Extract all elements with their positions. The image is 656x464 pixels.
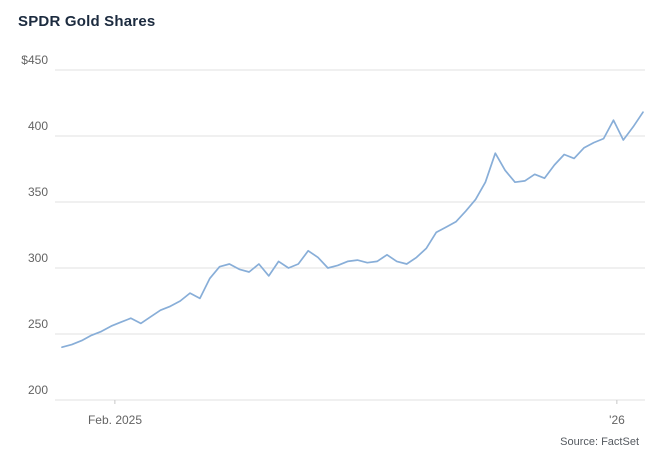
x-axis-label: Feb. 2025 xyxy=(87,413,143,427)
x-axis-label: '26 xyxy=(609,413,625,427)
chart-title: SPDR Gold Shares xyxy=(18,13,156,30)
price-line xyxy=(61,111,644,349)
source-attribution: Source: FactSet xyxy=(560,436,639,448)
y-axis-label: 300 xyxy=(27,251,48,265)
y-axis-label: 200 xyxy=(27,383,48,397)
y-axis-label: 350 xyxy=(27,185,48,199)
y-axis-label: 250 xyxy=(27,317,48,331)
y-axis-label: 400 xyxy=(27,119,48,133)
y-axis-label: $450 xyxy=(21,53,48,67)
